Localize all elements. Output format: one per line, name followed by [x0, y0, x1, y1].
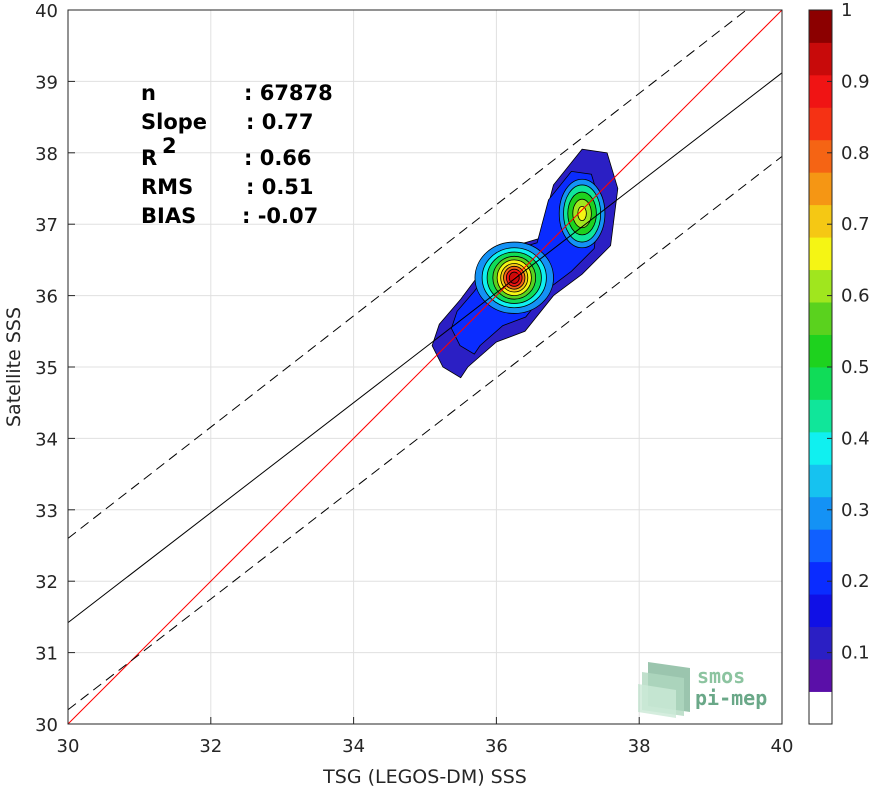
colorbar-band: [809, 74, 832, 108]
colorbar-tick-label: 0.1: [841, 643, 870, 664]
colorbar-band: [809, 496, 832, 530]
x-tick-label: 34: [342, 736, 365, 757]
colorbar-band: [809, 399, 832, 433]
colorbar-band: [809, 302, 832, 335]
colorbar-band: [809, 529, 832, 563]
colorbar: 0.1 0.2 0.3 0.4 0.5 0.6 0.7 0.8 0.9 1: [808, 0, 870, 725]
stat-value: : -0.07: [242, 204, 318, 228]
y-axis-label: Satellite SSS: [3, 307, 25, 427]
y-tick-label: 37: [35, 215, 58, 236]
x-axis: 30 32 34 36 38 40: [57, 717, 794, 757]
stat-value: : 0.51: [246, 175, 314, 199]
colorbar-tick-label: 0.3: [841, 500, 870, 521]
stat-value: : 0.66: [244, 146, 312, 170]
colorbar-tick-label: 0.7: [841, 214, 870, 235]
y-tick-label: 31: [35, 644, 58, 665]
y-tick-label: 30: [35, 715, 58, 736]
stat-label: RMS: [141, 175, 193, 199]
stat-superscript: 2: [162, 134, 177, 158]
colorbar-band: [809, 431, 832, 465]
x-tick-label: 32: [199, 736, 222, 757]
density-contours: [431, 148, 619, 379]
colorbar-tick-label: 0.4: [841, 428, 870, 449]
stat-label: n: [141, 81, 156, 105]
stats-box: n : 67878 Slope : 0.77 R 2 : 0.66 RMS : 0.51 BIAS…: [141, 81, 333, 228]
colorbar-band: [809, 594, 832, 628]
logo-text-smos: smos: [697, 664, 745, 688]
x-axis-label: TSG (LEGOS-DM) SSS: [322, 766, 527, 788]
colorbar-band: [809, 367, 832, 400]
colorbar-tick-label: 0.2: [841, 571, 870, 592]
colorbar-tick-label: 0.5: [841, 357, 870, 378]
x-tick-label: 36: [485, 736, 508, 757]
colorbar-band: [809, 626, 832, 660]
y-axis: 30 31 32 33 34 35 36 37 38 39 40: [35, 1, 75, 736]
y-tick-label: 33: [35, 501, 58, 522]
colorbar-tick-label: 1: [841, 0, 852, 21]
stat-label: BIAS: [141, 204, 196, 228]
y-tick-label: 36: [35, 287, 58, 308]
colorbar-tick-label: 0.6: [841, 286, 870, 307]
stat-label: R: [141, 146, 157, 170]
logo-text-pi-mep: pi-mep: [695, 686, 767, 710]
colorbar-band: [809, 107, 832, 141]
y-tick-label: 34: [35, 429, 58, 450]
y-tick-label: 32: [35, 572, 58, 593]
colorbar-band: [809, 204, 832, 238]
regression-line: [68, 72, 782, 624]
colorbar-band: [809, 334, 832, 368]
smos-pi-mep-logo: smos pi-mep: [638, 662, 767, 718]
stat-label: Slope: [141, 110, 207, 134]
x-tick-label: 40: [771, 736, 794, 757]
colorbar-band: [809, 691, 832, 725]
y-tick-label: 40: [35, 1, 58, 22]
y-tick-label: 39: [35, 72, 58, 93]
upper-bound-line: [68, 10, 747, 539]
lower-bound-line: [68, 155, 782, 711]
colorbar-band: [809, 464, 832, 498]
colorbar-tick-label: 0.9: [841, 71, 870, 92]
contour-level: [577, 205, 587, 222]
colorbar-band: [809, 659, 832, 692]
colorbar-band: [809, 42, 832, 76]
x-tick-label: 38: [628, 736, 651, 757]
colorbar-tick-label: 0.8: [841, 143, 870, 164]
colorbar-band: [809, 10, 832, 43]
colorbar-band: [809, 561, 832, 595]
y-tick-label: 38: [35, 144, 58, 165]
colorbar-band: [809, 237, 832, 271]
x-tick-label: 30: [57, 736, 80, 757]
logo-icon: [638, 662, 690, 718]
stat-value: : 0.77: [246, 110, 314, 134]
identity-line: [68, 10, 782, 724]
colorbar-band: [809, 139, 832, 173]
y-tick-label: 35: [35, 358, 58, 379]
colorbar-band: [809, 172, 832, 206]
reference-lines: [68, 10, 782, 724]
colorbar-band: [809, 269, 832, 303]
stat-value: : 67878: [244, 81, 333, 105]
